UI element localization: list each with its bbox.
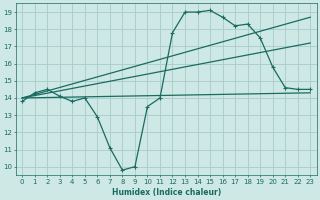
- X-axis label: Humidex (Indice chaleur): Humidex (Indice chaleur): [112, 188, 221, 197]
